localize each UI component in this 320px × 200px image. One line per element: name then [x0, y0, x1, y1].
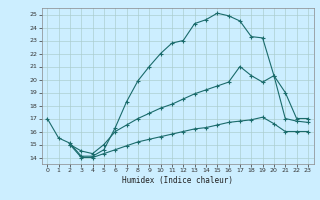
X-axis label: Humidex (Indice chaleur): Humidex (Indice chaleur) — [122, 176, 233, 185]
